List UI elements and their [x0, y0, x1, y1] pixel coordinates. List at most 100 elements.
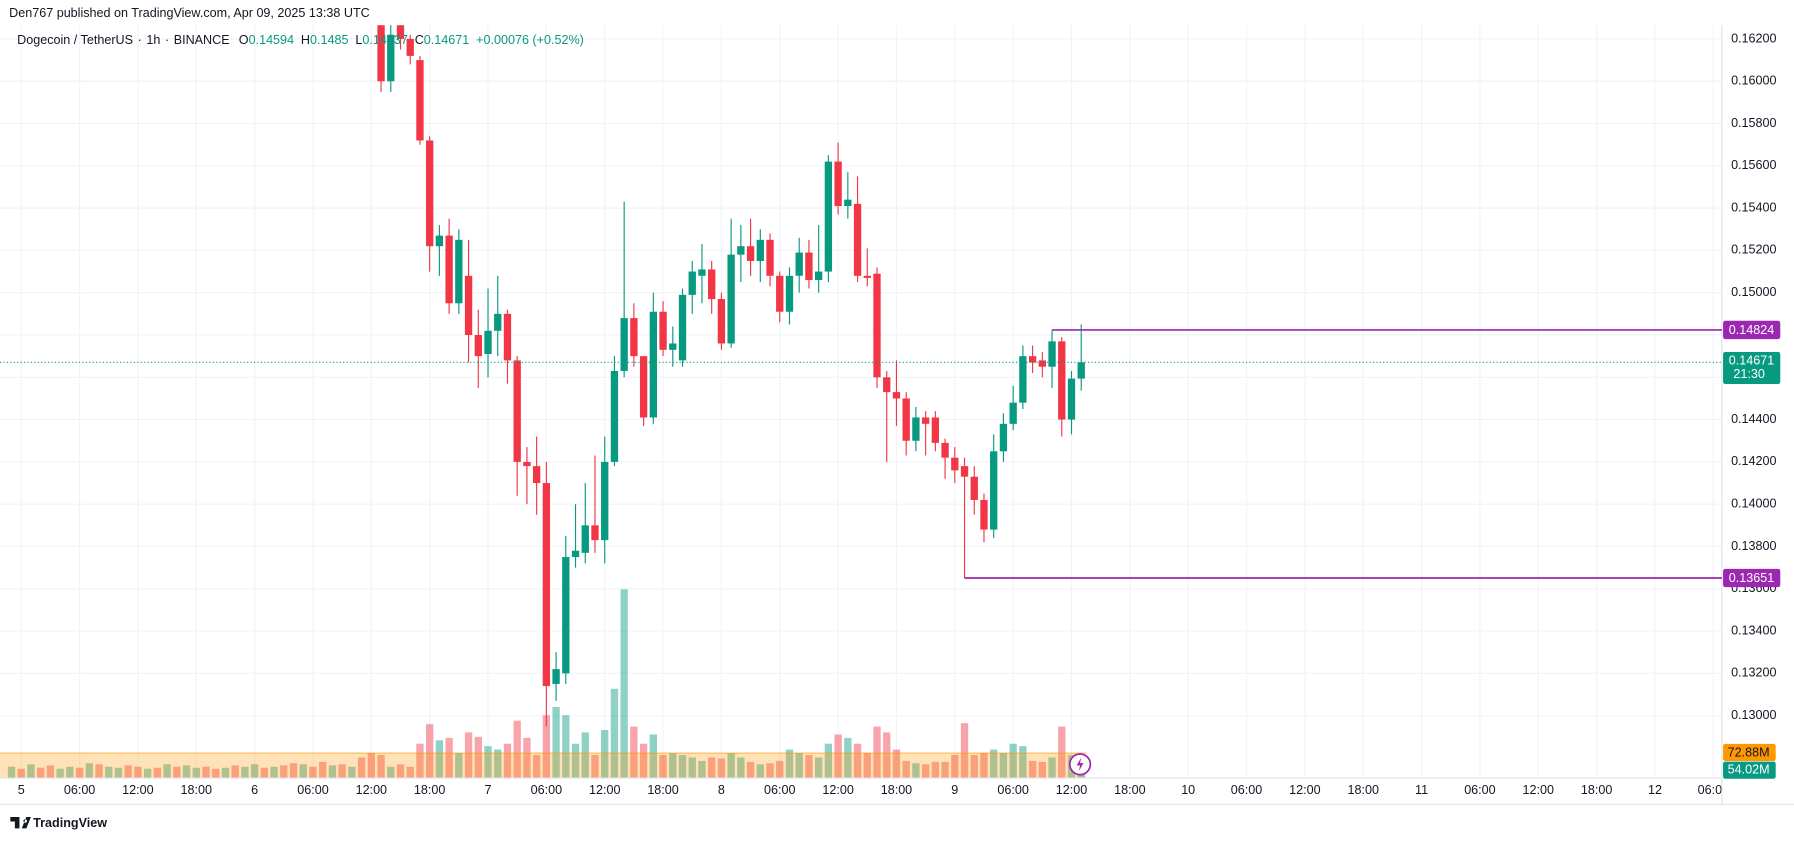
symbol-legend: Dogecoin / TetherUS · 1h · BINANCE O0.14594 H0…	[17, 34, 584, 48]
candle-body	[785, 275, 794, 312]
candle-body	[746, 246, 755, 261]
candle-body	[795, 252, 803, 276]
candle-body	[921, 417, 930, 424]
volume-bar	[66, 766, 74, 779]
candle-body	[571, 550, 580, 558]
plot-area	[0, 25, 1722, 779]
x-tick-label: 7	[485, 783, 492, 797]
volume-bar	[37, 767, 45, 779]
volume-bar	[241, 766, 249, 779]
candle-body	[581, 525, 589, 553]
countdown-label: 21:30	[1733, 367, 1764, 381]
y-tick-label: 0.15000	[1731, 285, 1776, 299]
volume-bar	[212, 768, 220, 779]
legend-part: L	[355, 34, 362, 48]
volume-bar	[776, 760, 784, 779]
x-tick-label: 06:00	[64, 783, 95, 797]
volume-badge	[1723, 761, 1776, 779]
volume-bar	[853, 743, 862, 779]
x-tick-label: 5	[18, 783, 25, 797]
volume-bar	[931, 761, 940, 779]
candle-body	[532, 466, 541, 484]
x-tick-label: 06:00	[531, 783, 562, 797]
volume-bar	[192, 767, 200, 779]
candle-body	[708, 269, 716, 300]
candle-body	[912, 417, 920, 441]
y-tick-label: 0.13000	[1731, 708, 1776, 722]
volume-bar	[494, 749, 502, 779]
volume-bar	[357, 757, 366, 779]
volume-bar	[834, 734, 842, 779]
candle-body	[863, 275, 871, 278]
volume-bar	[221, 767, 230, 779]
x-tick-label: 18:00	[1347, 783, 1378, 797]
volume-bar	[231, 765, 239, 779]
replay-icon	[1068, 753, 1092, 776]
volume-bar	[153, 767, 162, 779]
volume-bar	[1048, 757, 1056, 779]
volume-bar	[202, 766, 210, 779]
y-tick-label: 0.13400	[1731, 623, 1776, 637]
candle-body	[960, 466, 969, 477]
candle-body	[834, 161, 842, 207]
volume-bar	[883, 732, 891, 779]
price-badge-label: 0.14671	[1729, 353, 1774, 367]
volume-bar	[455, 752, 463, 779]
volume-bar	[766, 763, 774, 779]
candle-body	[474, 335, 482, 357]
volume-bar	[795, 752, 803, 779]
icon-bolt	[1076, 757, 1084, 772]
candle-body	[990, 451, 998, 530]
volume-bar	[999, 752, 1008, 779]
y-tick-label: 0.14400	[1731, 412, 1776, 426]
volume-bar	[416, 743, 424, 779]
candle-body	[805, 252, 813, 281]
candle-body	[591, 525, 599, 541]
x-tick-label: 18:00	[181, 783, 212, 797]
volume-bar	[280, 765, 288, 779]
candle-body	[426, 140, 434, 247]
candle-body	[387, 34, 395, 82]
volume-bar	[445, 737, 453, 779]
candle-body	[698, 269, 706, 276]
volume-bar	[610, 688, 619, 779]
volume-bar	[708, 757, 716, 779]
legend-part: O	[239, 34, 249, 48]
volume-bar	[173, 766, 181, 779]
candle-body	[630, 318, 638, 357]
x-tick-label: 18:00	[881, 783, 912, 797]
legend-part: H	[301, 34, 310, 48]
x-tick-label: 12	[1648, 783, 1662, 797]
volume-bar	[1058, 726, 1066, 779]
x-tick-label: 12:00	[1523, 783, 1554, 797]
volume-bar	[513, 720, 521, 779]
y-tick-label: 0.15600	[1731, 158, 1776, 172]
volume-bar	[367, 752, 375, 779]
volume-bar	[134, 766, 142, 779]
candle-body	[649, 311, 657, 418]
volume-bar	[970, 755, 978, 779]
volume-bar	[844, 737, 852, 779]
volume-bar	[678, 755, 687, 779]
legend-part: 0.1485	[310, 34, 348, 48]
volume-bar	[299, 764, 307, 779]
logo-icon	[10, 816, 31, 829]
candle-body	[601, 461, 609, 541]
x-tick-label: 06:00	[1698, 783, 1729, 797]
volume-label: 54.02M	[1728, 763, 1770, 777]
volume-bar	[814, 757, 823, 779]
volume-bar	[319, 761, 327, 779]
volume-bar	[95, 764, 103, 779]
candle-body	[1048, 341, 1056, 367]
x-tick-label: 06:00	[997, 783, 1028, 797]
candle-body	[766, 239, 774, 276]
candle-body	[931, 417, 940, 443]
volume-bar	[659, 755, 667, 779]
candle-body	[980, 499, 988, 530]
x-tick-label: 06:00	[764, 783, 795, 797]
volume-bar	[143, 768, 152, 779]
x-tick-label: 9	[951, 783, 958, 797]
candle-body	[999, 423, 1008, 452]
volume-bar	[85, 763, 93, 779]
